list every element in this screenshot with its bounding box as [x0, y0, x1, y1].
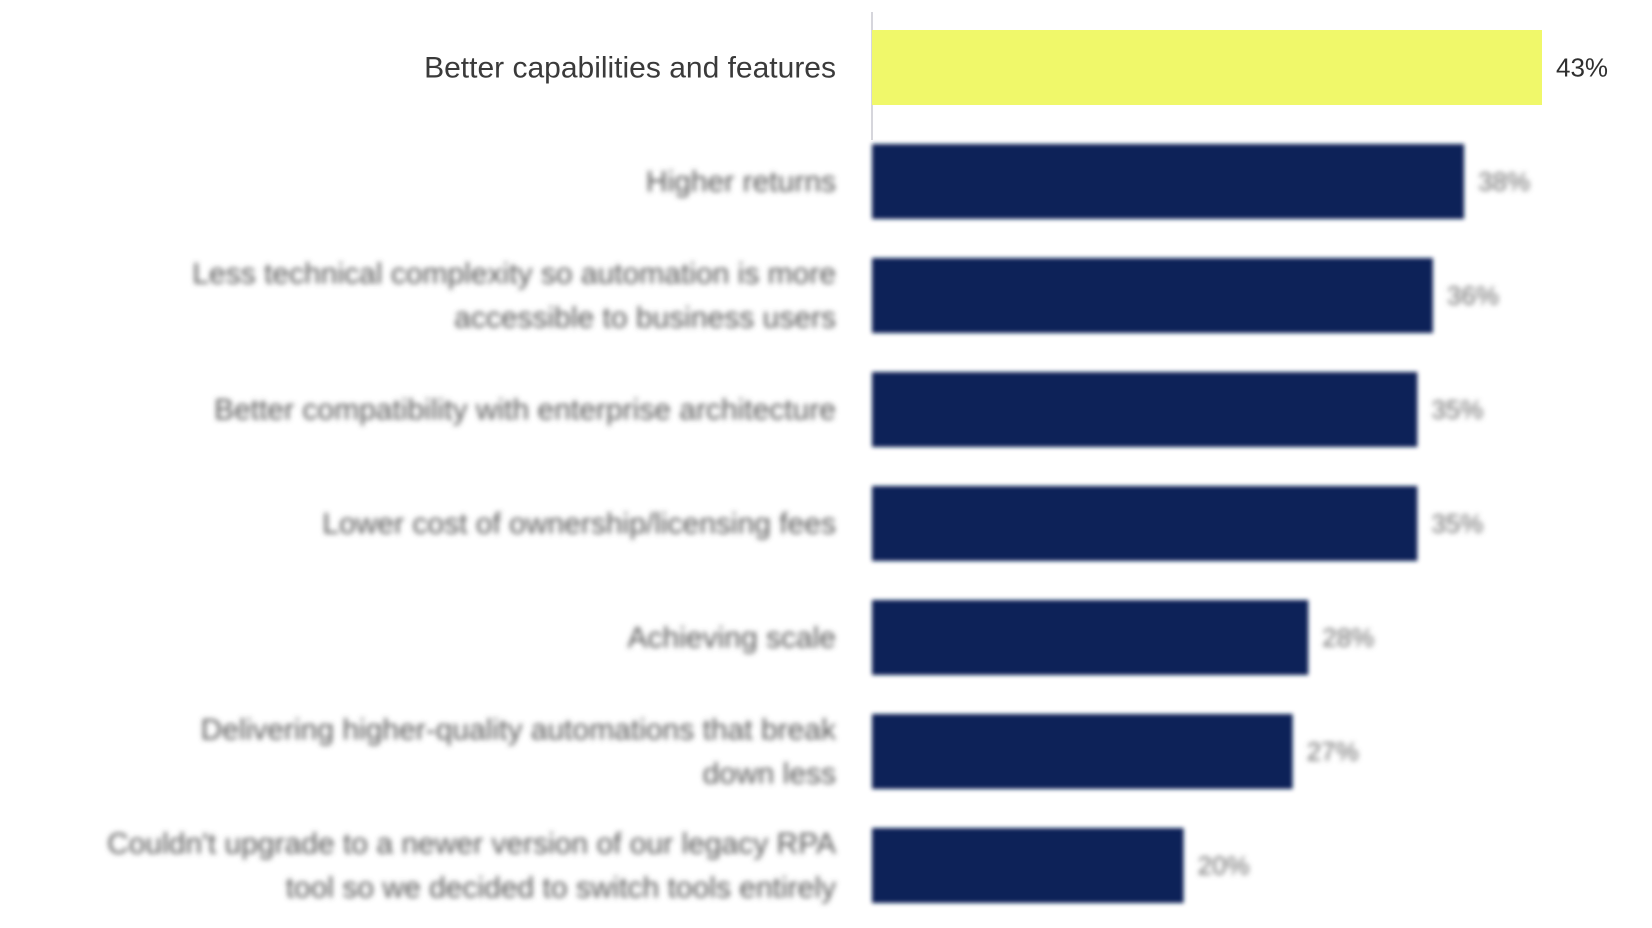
category-label-5: Lower cost of ownership/licensing fees [322, 508, 836, 541]
value-label-6: 28% [1322, 623, 1374, 653]
category-label-3: Less technical complexity so automation … [192, 258, 836, 335]
category-label-1: Better capabilities and features [424, 52, 836, 85]
bar-6 [872, 600, 1309, 675]
category-label-line: Achieving scale [628, 622, 836, 655]
value-label-7: 27% [1307, 737, 1359, 767]
category-label-line: down less [703, 758, 836, 791]
bar-5 [872, 486, 1418, 561]
bars-group [872, 30, 1542, 903]
category-label-4: Better compatibility with enterprise arc… [214, 394, 836, 427]
category-label-2: Higher returns [646, 166, 836, 199]
bar-1 [872, 30, 1542, 105]
category-label-7: Delivering higher-quality automations th… [201, 714, 837, 791]
category-label-line: Better capabilities and features [424, 52, 836, 85]
value-label-8: 20% [1198, 851, 1250, 881]
bar-4 [872, 372, 1418, 447]
category-label-8: Couldn't upgrade to a newer version of o… [107, 828, 836, 905]
value-label-3: 36% [1447, 281, 1499, 311]
category-label-line: Lower cost of ownership/licensing fees [322, 508, 836, 541]
category-label-line: tool so we decided to switch tools entir… [286, 872, 836, 905]
category-labels: Better capabilities and features Higher r… [107, 52, 837, 905]
bar-3 [872, 258, 1433, 333]
value-label-5: 35% [1431, 509, 1483, 539]
value-labels: 43% 38% 36% 35% 35% 28% 27% 20% [1198, 53, 1608, 881]
bar-7 [872, 714, 1293, 789]
category-label-line: Better compatibility with enterprise arc… [214, 394, 836, 427]
bar-8 [872, 828, 1184, 903]
category-label-line: Higher returns [646, 166, 836, 199]
value-label-4: 35% [1431, 395, 1483, 425]
category-label-6: Achieving scale [628, 622, 836, 655]
category-label-line: Couldn't upgrade to a newer version of o… [107, 828, 836, 861]
bar-2 [872, 144, 1465, 219]
value-label-2: 38% [1478, 167, 1530, 197]
category-label-line: Delivering higher-quality automations th… [201, 714, 837, 747]
category-label-line: accessible to business users [454, 302, 836, 335]
value-label-1: 43% [1556, 53, 1608, 83]
category-label-line: Less technical complexity so automation … [192, 258, 836, 291]
